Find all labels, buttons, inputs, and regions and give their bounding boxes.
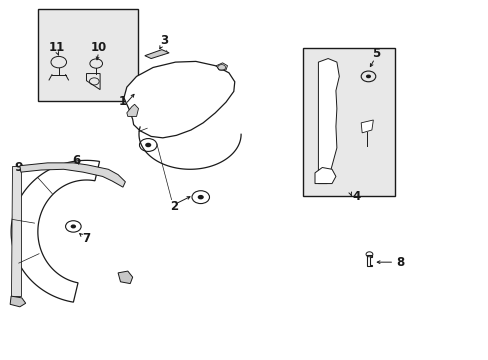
Text: 1: 1 — [119, 95, 127, 108]
Circle shape — [70, 224, 76, 229]
Text: 5: 5 — [371, 47, 379, 60]
Polygon shape — [318, 59, 339, 184]
Bar — [38, 9, 137, 102]
Polygon shape — [314, 167, 335, 184]
Polygon shape — [11, 166, 21, 296]
Bar — [302, 48, 394, 196]
Polygon shape — [366, 255, 371, 266]
Circle shape — [365, 75, 370, 78]
Polygon shape — [11, 160, 100, 302]
Circle shape — [197, 195, 203, 199]
Text: 11: 11 — [49, 41, 65, 54]
Text: 3: 3 — [160, 34, 168, 47]
Polygon shape — [20, 163, 125, 187]
Text: 9: 9 — [14, 161, 22, 174]
Polygon shape — [144, 50, 169, 59]
Polygon shape — [123, 62, 234, 138]
Polygon shape — [126, 104, 138, 116]
Polygon shape — [10, 296, 26, 307]
Text: 7: 7 — [82, 233, 90, 246]
Text: 2: 2 — [170, 200, 178, 213]
Text: 4: 4 — [351, 190, 360, 203]
Polygon shape — [118, 271, 132, 284]
Polygon shape — [361, 120, 372, 133]
Text: 6: 6 — [73, 154, 81, 167]
Text: 8: 8 — [395, 256, 404, 269]
Polygon shape — [216, 63, 227, 70]
Text: 10: 10 — [90, 41, 106, 54]
Circle shape — [145, 143, 151, 147]
